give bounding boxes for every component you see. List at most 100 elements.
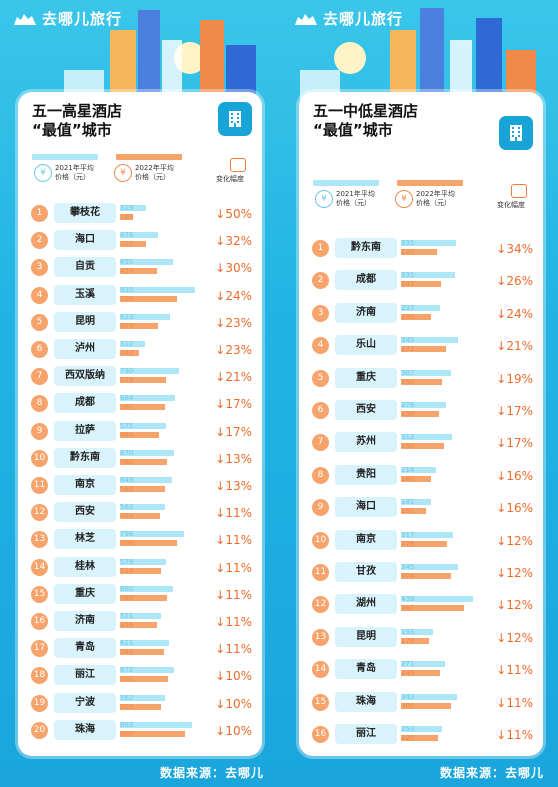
value-2021: 660 — [120, 584, 134, 593]
value-2022: 457 — [120, 267, 134, 276]
value-2022: 580 — [120, 457, 134, 466]
value-2022: 225 — [401, 734, 415, 742]
bar-2021 — [120, 640, 169, 647]
bar-2021 — [120, 613, 161, 619]
change-value: ↓21% — [215, 370, 252, 385]
value-2021: 575 — [120, 421, 134, 430]
legend-label-2021: 2021年平均 价格（元） — [55, 164, 94, 181]
table-row: 15 重庆 660 588 ↓11% — [18, 583, 262, 607]
bar-2022 — [120, 295, 177, 302]
rank-badge: 1 — [31, 205, 48, 222]
value-2021: 562 — [120, 693, 134, 702]
rank-badge: 7 — [31, 368, 48, 386]
bar-2022 — [120, 486, 165, 492]
city-label: 重庆 — [54, 583, 116, 604]
bar-2021 — [120, 504, 165, 511]
table-row: 9 海口 181 152 ↓16% — [299, 496, 543, 520]
city-label: 桂林 — [54, 556, 116, 577]
city-label: 林芝 — [54, 529, 116, 550]
legend-swatch-2022 — [397, 180, 463, 186]
rank-badge: 4 — [312, 337, 329, 355]
value-2021: 684 — [120, 394, 134, 403]
bar-2021 — [120, 667, 174, 674]
bar-2021 — [401, 369, 451, 376]
price-2021-icon: ¥ — [34, 164, 52, 182]
table-row: 3 自贡 655 457 ↓30% — [18, 256, 262, 280]
value-2021: 579 — [120, 557, 134, 566]
legend-label-2022: 2022年平均 价格（元） — [135, 164, 174, 181]
table-row: 19 宁波 562 505 ↓10% — [18, 692, 262, 716]
table-row: 2 成都 331 245 ↓26% — [299, 269, 543, 293]
change-value: ↓11% — [496, 695, 533, 710]
change-value: ↓19% — [496, 371, 533, 386]
hotel-badge — [218, 102, 252, 136]
change-chart-icon — [230, 158, 246, 172]
table-row: 8 成都 684 567 ↓17% — [18, 392, 262, 416]
city-label: 昆明 — [54, 311, 116, 332]
city-label: 泸州 — [54, 339, 116, 359]
table-row: 1 攀枝花 319 160 ↓50% — [18, 202, 262, 226]
city-label: 海口 — [54, 230, 116, 251]
bar-2021 — [120, 368, 179, 375]
bar-2021 — [120, 286, 195, 293]
rank-badge: 7 — [312, 434, 329, 452]
bar-2022 — [401, 378, 442, 385]
change-value: ↓50% — [215, 207, 252, 221]
value-2022: 180 — [401, 312, 415, 321]
rank-badge: 13 — [312, 628, 329, 646]
bar-2022 — [401, 605, 464, 612]
value-2022: 170 — [401, 636, 415, 645]
bar-2021 — [120, 341, 145, 347]
bar-2021 — [401, 337, 458, 344]
table-row: 16 济南 511 456 ↓11% — [18, 610, 262, 634]
bar-2022 — [120, 377, 166, 384]
city-label: 苏州 — [335, 432, 397, 453]
change-value: ↓21% — [496, 339, 533, 354]
change-value: ↓11% — [496, 728, 533, 742]
bar-2022 — [401, 443, 444, 450]
city-label: 湖州 — [335, 594, 397, 615]
bar-2022 — [120, 622, 157, 628]
change-value: ↓10% — [215, 723, 252, 738]
brand-name: 去哪儿旅行 — [323, 10, 404, 28]
rank-badge: 12 — [31, 504, 48, 522]
table-row: 2 海口 478 327 ↓32% — [18, 229, 262, 253]
change-value: ↓32% — [215, 234, 252, 249]
legend-swatch-2021 — [313, 180, 379, 186]
bar-2021 — [401, 304, 440, 311]
value-2022: 272 — [401, 345, 415, 354]
bar-2022 — [120, 594, 167, 601]
table-row: 11 南京 649 563 ↓13% — [18, 474, 262, 498]
rank-badge: 3 — [31, 259, 48, 277]
panel-title: 五一高星酒店 “最值”城市 — [32, 102, 123, 139]
value-2021: 345 — [401, 563, 415, 571]
change-value: ↓23% — [215, 315, 252, 330]
change-value: ↓17% — [215, 397, 252, 412]
value-2021: 672 — [120, 666, 134, 675]
value-2021: 312 — [120, 340, 134, 348]
change-value: ↓11% — [215, 587, 252, 602]
bar-2021 — [401, 466, 436, 473]
bar-2022 — [401, 475, 431, 482]
value-2021: 611 — [120, 639, 134, 648]
table-row: 20 珠海 893 807 ↓10% — [18, 719, 262, 743]
city-label: 西双版纳 — [54, 366, 116, 387]
table-row: 4 乐山 345 272 ↓21% — [299, 334, 543, 358]
bar-2022 — [120, 431, 159, 438]
city-label: 南京 — [54, 475, 116, 495]
value-2022: 505 — [120, 702, 134, 711]
city-label: 昆明 — [335, 626, 397, 647]
table-row: 6 泸州 312 240 ↓23% — [18, 338, 262, 362]
value-2021: 563 — [120, 503, 134, 512]
value-2021: 478 — [120, 231, 134, 240]
city-label: 济南 — [335, 302, 397, 323]
change-value: ↓17% — [496, 404, 533, 418]
bar-2022 — [401, 670, 440, 677]
value-2021: 237 — [401, 303, 415, 312]
legend-label-2022: 2022年平均 价格（元） — [416, 190, 455, 207]
value-2021: 181 — [401, 498, 415, 507]
value-2021: 655 — [120, 258, 134, 267]
value-2022: 706 — [120, 539, 134, 548]
city-label: 南京 — [335, 529, 397, 550]
value-2021: 253 — [401, 725, 415, 733]
